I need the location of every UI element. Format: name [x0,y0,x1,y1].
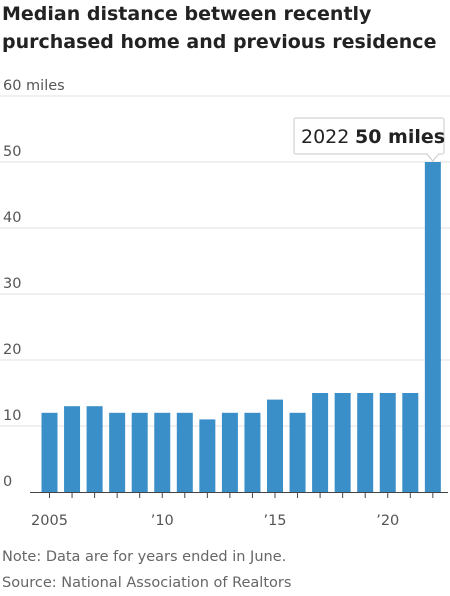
y-tick-label: 0 [3,474,12,490]
bars [41,162,441,492]
y-tick-label: 30 [3,276,21,292]
bar-2013 [221,412,238,492]
y-tick-label: 40 [3,210,21,226]
annotation-value: 50 miles [355,126,445,148]
chart-title: Median distance between recently purchas… [2,0,448,56]
bar-2019 [357,393,374,492]
bar-2006 [64,406,81,492]
bar-chart: 0 10 20 30 40 50 60 miles 2005 ’10 ’15 ’20 2022 50… [0,78,450,529]
bar-2021 [402,393,419,492]
title-line-2: purchased home and previous residence [2,31,437,53]
bar-2009 [131,412,148,492]
bar-2005 [41,412,58,492]
annotation-year: 2022 [301,126,349,148]
x-tick-label: 2005 [31,513,68,529]
footnote: Note: Data are for years ended in June. … [2,544,291,596]
y-tick-label: 10 [3,408,21,424]
x-axis: 2005 ’10 ’15 ’20 [30,492,448,529]
bar-2015 [267,399,283,492]
annotation-pointer [425,153,440,162]
bar-2018 [334,393,351,492]
bar-2011 [176,412,193,492]
x-tick-label: ’15 [263,513,286,529]
y-tick-label: 50 [3,144,21,160]
x-tick-label: ’10 [151,513,174,529]
bar-2008 [109,412,126,492]
bar-2010 [154,412,171,492]
annotation: 2022 50 miles [293,117,445,162]
bar-2014 [244,412,261,492]
y-tick-labels: 0 10 20 30 40 50 60 miles [3,78,65,490]
bar-2017 [312,393,329,492]
bar-2022 [424,162,441,492]
bar-2007 [86,406,103,492]
annotation-box [293,117,445,155]
bar-2020 [379,393,396,492]
title-line-1: Median distance between recently [2,3,372,25]
source-text: Source: National Association of Realtors [2,575,292,591]
y-tick-label: 20 [3,342,21,358]
note-text: Note: Data are for years ended in June. [2,549,287,565]
bar-2016 [289,412,306,492]
y-tick-label: 60 miles [3,78,65,94]
bar-2012 [199,419,216,492]
x-tick-label: ’20 [376,513,399,529]
